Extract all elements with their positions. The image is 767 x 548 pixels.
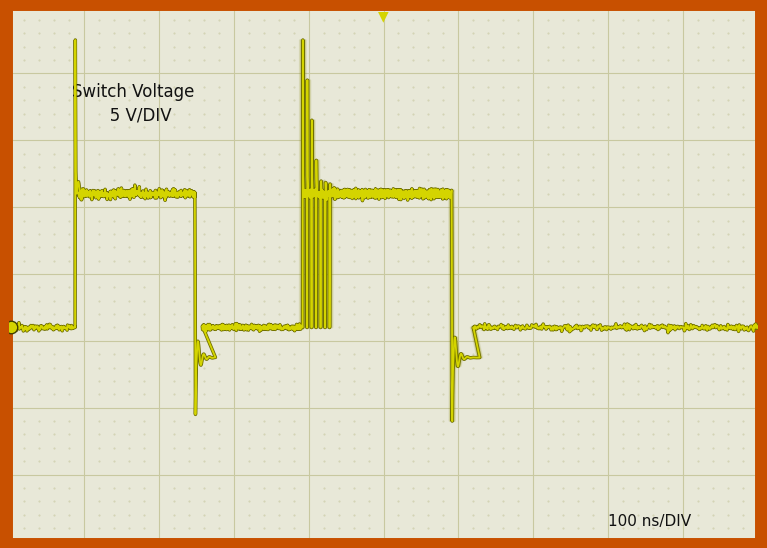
- Text: ▼: ▼: [378, 9, 389, 23]
- Text: Switch Voltage
   5 V/DIV: Switch Voltage 5 V/DIV: [71, 83, 194, 124]
- Text: 100 ns/DIV: 100 ns/DIV: [607, 514, 691, 529]
